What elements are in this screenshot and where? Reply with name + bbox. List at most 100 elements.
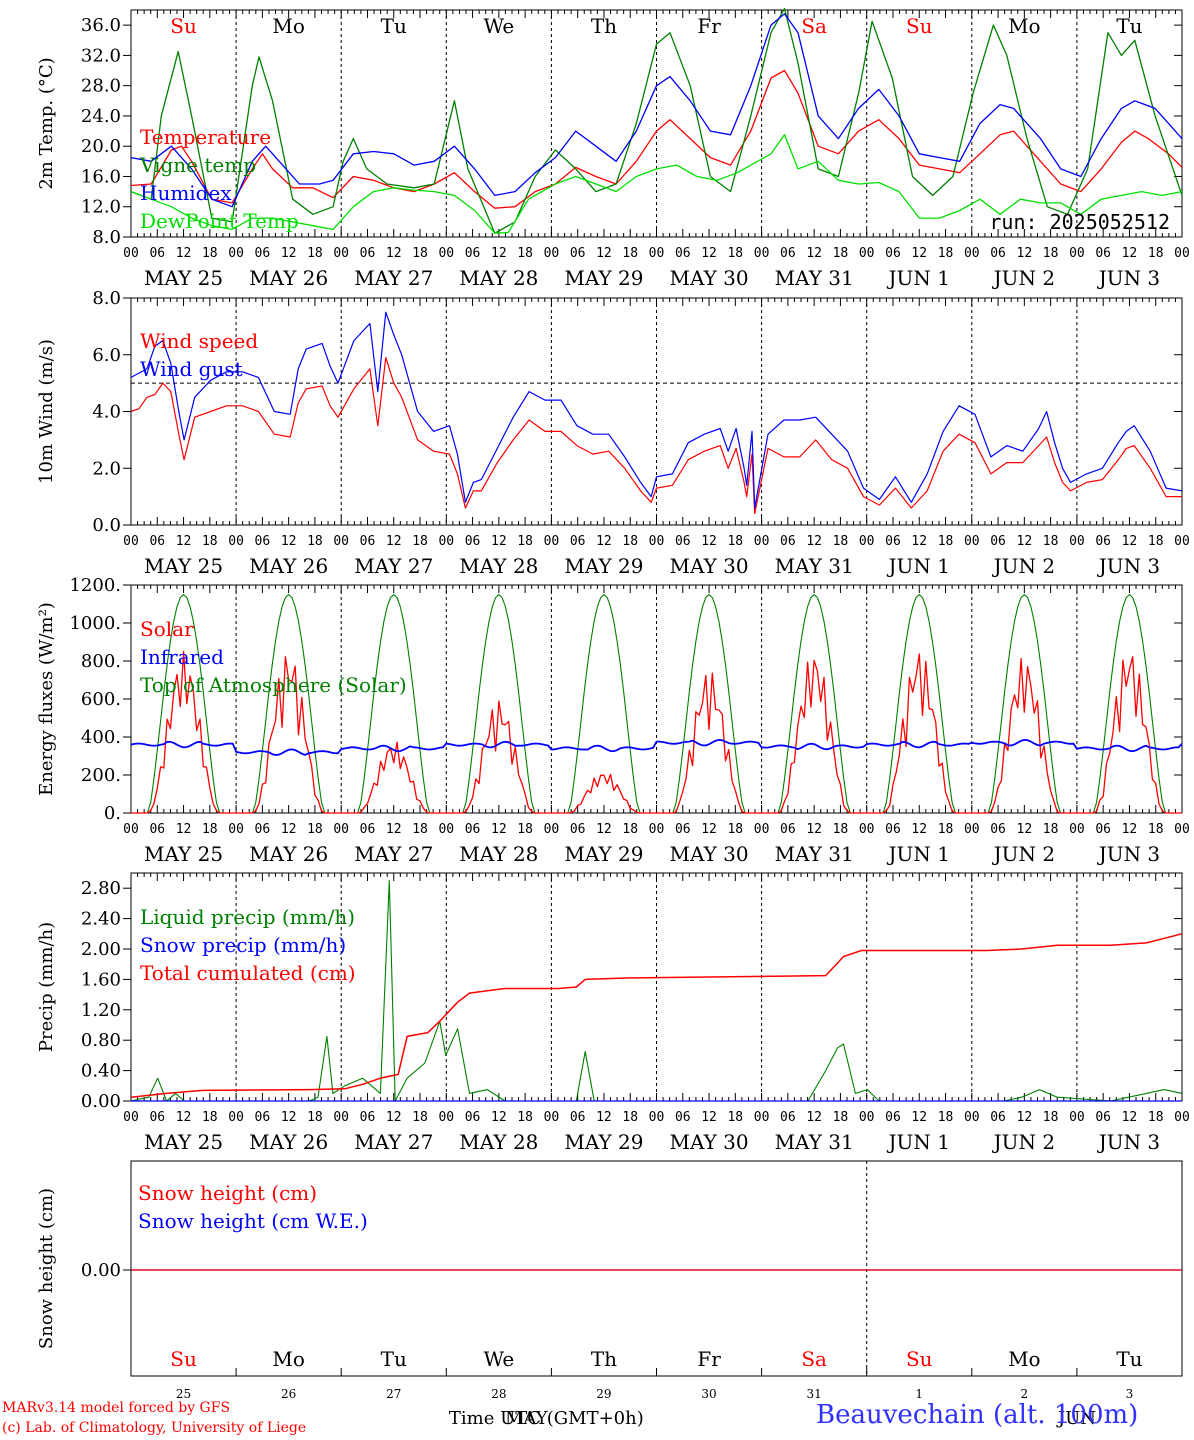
cumulated-precip-line: [130, 933, 1183, 1098]
credit-line-2: (c) Lab. of Climatology, University of L…: [2, 1420, 307, 1436]
hour-tick-label: 06: [885, 822, 901, 837]
hour-tick-label: 12: [386, 822, 402, 837]
hour-tick-label: 18: [202, 1110, 218, 1125]
hour-tick-label: 00: [333, 246, 349, 261]
legend-liquid-precip-mm-h-: Liquid precip (mm/h): [140, 905, 355, 929]
date-label: MAY 25: [144, 554, 223, 578]
hour-tick-label: 00: [754, 822, 770, 837]
y-axis-label: Precip (mm/h): [36, 922, 57, 1052]
y-tick-label: 4.0: [92, 402, 121, 423]
date-label: JUN 2: [992, 554, 1055, 578]
hour-tick-label: 06: [675, 822, 691, 837]
y-tick-label: 0.40: [81, 1061, 121, 1082]
hour-tick-label: 00: [754, 246, 770, 261]
day-number-label: 1: [915, 1387, 923, 1401]
y-tick-label: 32.0: [81, 45, 121, 66]
hour-tick-label: 06: [990, 246, 1006, 261]
y-tick-label: 24.0: [81, 106, 121, 127]
hour-tick-label: 00: [1069, 534, 1085, 549]
hour-tick-label: 06: [149, 1110, 165, 1125]
date-label: MAY 29: [564, 554, 643, 578]
hour-tick-label: 00: [123, 1110, 139, 1125]
hour-tick-label: 00: [754, 534, 770, 549]
hour-tick-label: 18: [307, 534, 323, 549]
date-label: MAY 27: [354, 842, 433, 866]
date-label: MAY 30: [669, 842, 748, 866]
date-label: JUN 1: [887, 842, 950, 866]
date-label: MAY 31: [775, 266, 854, 290]
hour-tick-label: 18: [517, 1110, 533, 1125]
hour-tick-label: 12: [491, 822, 507, 837]
date-label: MAY 26: [249, 266, 328, 290]
hour-tick-label: 00: [333, 534, 349, 549]
date-label: JUN 3: [1097, 266, 1160, 290]
hour-tick-label: 00: [859, 822, 875, 837]
hour-tick-label: 06: [1095, 1110, 1111, 1125]
hour-tick-label: 12: [176, 1110, 192, 1125]
hour-tick-label: 06: [570, 534, 586, 549]
hour-tick-label: 06: [675, 534, 691, 549]
hour-tick-label: 06: [780, 1110, 796, 1125]
hour-tick-label: 18: [1043, 534, 1059, 549]
date-label: MAY 29: [564, 1130, 643, 1154]
y-tick-label: 400.: [81, 727, 121, 748]
y-axis-label: 10m Wind (m/s): [36, 339, 57, 484]
date-label: MAY 29: [564, 266, 643, 290]
y-tick-label: 28.0: [81, 76, 121, 97]
hour-tick-label: 00: [964, 534, 980, 549]
hour-tick-label: 18: [517, 822, 533, 837]
panel-3: [130, 584, 1183, 814]
hour-tick-label: 00: [649, 246, 665, 261]
month-label: MAY: [505, 1408, 549, 1429]
hour-tick-label: 12: [806, 246, 822, 261]
hour-tick-label: 18: [1043, 1110, 1059, 1125]
date-label: MAY 30: [669, 554, 748, 578]
hour-tick-label: 00: [333, 822, 349, 837]
date-label: MAY 31: [775, 554, 854, 578]
station-label: Beauvechain (alt. 100m): [816, 1400, 1139, 1430]
y-tick-label: 800.: [81, 651, 121, 672]
hour-tick-label: 12: [596, 822, 612, 837]
hour-tick-label: 00: [964, 822, 980, 837]
hour-tick-label: 18: [938, 246, 954, 261]
hour-tick-label: 06: [570, 1110, 586, 1125]
hour-tick-label: 18: [517, 246, 533, 261]
day-number-label: 2: [1021, 1387, 1029, 1401]
hour-tick-label: 12: [1017, 1110, 1033, 1125]
hour-tick-label: 00: [1069, 1110, 1085, 1125]
series-line: [130, 134, 1183, 234]
hour-tick-label: 06: [255, 246, 271, 261]
hour-tick-label: 06: [255, 534, 271, 549]
weekday-label: Su: [906, 14, 933, 38]
hour-tick-label: 00: [544, 822, 560, 837]
date-label: MAY 25: [144, 266, 223, 290]
hour-tick-label: 00: [964, 1110, 980, 1125]
legend-humidex: Humidex: [140, 181, 232, 205]
hour-tick-label: 12: [911, 1110, 927, 1125]
hour-tick-label: 06: [255, 1110, 271, 1125]
hour-tick-label: 18: [412, 1110, 428, 1125]
y-tick-label: 2.80: [81, 878, 121, 899]
day-number-label: 29: [596, 1387, 611, 1401]
hour-tick-label: 00: [228, 534, 244, 549]
day-number-label: 26: [281, 1387, 296, 1401]
weekday-label: Tu: [1116, 1347, 1142, 1371]
hour-tick-label: 18: [727, 534, 743, 549]
hour-tick-label: 18: [202, 534, 218, 549]
hour-tick-label: 06: [990, 1110, 1006, 1125]
hour-tick-label: 18: [1148, 822, 1164, 837]
legend-wind-speed: Wind speed: [140, 329, 258, 353]
hour-tick-label: 00: [1174, 246, 1190, 261]
hour-tick-label: 12: [911, 246, 927, 261]
hour-tick-label: 18: [727, 1110, 743, 1125]
series-line: [130, 69, 1183, 209]
y-tick-label: 2.00: [81, 939, 121, 960]
date-label: MAY 25: [144, 842, 223, 866]
date-label: MAY 27: [354, 266, 433, 290]
hour-tick-label: 18: [1043, 246, 1059, 261]
hour-tick-label: 00: [754, 1110, 770, 1125]
weekday-label: Su: [170, 14, 197, 38]
hour-tick-label: 00: [649, 534, 665, 549]
hour-tick-label: 06: [570, 822, 586, 837]
